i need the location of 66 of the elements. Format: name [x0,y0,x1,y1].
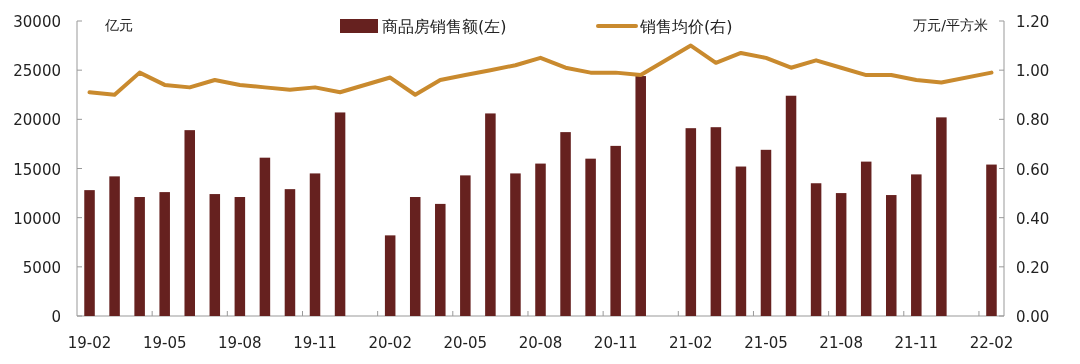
bar [259,157,271,316]
bar [209,194,221,316]
x-tick-label: 22-02 [969,334,1014,352]
bar [810,183,822,316]
bar [785,95,797,316]
y2-tick-label: 0.20 [1016,258,1050,277]
bar [835,193,847,316]
bar [585,158,596,316]
x-tick-label: 20-02 [368,334,412,352]
y-tick-label: 25000 [13,62,61,81]
x-tick-label: 21-05 [744,334,788,352]
y2-tick-label: 0.60 [1016,160,1050,179]
bar [886,195,897,316]
y2-tick-label: 0.40 [1016,209,1050,228]
x-tick-label: 19-02 [67,334,112,352]
y-tick-label: 5000 [22,258,61,277]
bar [184,130,195,316]
y2-tick-label: 0.00 [1016,308,1050,326]
bar [610,145,621,316]
bar [936,117,947,316]
bar [234,197,246,316]
bar [460,175,471,316]
x-tick-label: 20-05 [443,334,488,352]
x-tick-label: 21-08 [819,334,863,352]
bar [435,203,446,316]
x-tick-label: 21-11 [894,334,939,352]
bar [384,235,396,316]
y-tick-label: 15000 [13,160,61,179]
y-axis-title: 亿元 [104,17,133,33]
line-series [87,43,994,97]
bar [986,164,997,316]
bar [334,112,346,316]
x-tick-label: 19-05 [142,334,187,352]
bar [109,176,120,316]
legend-label: 商品房销售额(左) [382,17,507,36]
bar [485,113,496,316]
bar [134,197,145,316]
bar [284,189,296,316]
bar [309,173,321,316]
bar [911,174,922,316]
bar [409,197,421,316]
x-tick-label: 19-11 [293,334,337,352]
y-tick-label: 30000 [13,13,61,31]
x-tick-label: 20-08 [518,334,563,352]
bar [760,149,772,316]
y-tick-label: 0 [51,308,61,326]
x-tick-label: 20-11 [593,334,638,352]
y2-tick-label: 1.00 [1016,62,1050,81]
bar [535,163,546,316]
bar [710,127,722,316]
bar [735,166,747,316]
bar [510,173,521,316]
bar [635,76,646,316]
y2-tick-label: 1.20 [1016,13,1050,31]
y2-axis-title: 万元/平方米 [913,17,988,33]
legend-label: 销售均价(右) [639,17,733,36]
y-tick-label: 10000 [13,209,61,228]
bar [685,128,697,316]
bar [560,132,571,316]
x-tick-label: 21-02 [669,334,713,352]
bar [860,161,872,316]
y-tick-label: 20000 [13,111,61,130]
y2-tick-label: 0.80 [1016,111,1050,130]
bar [84,190,95,316]
x-tick-label: 19-08 [218,334,262,352]
bar [159,192,170,316]
